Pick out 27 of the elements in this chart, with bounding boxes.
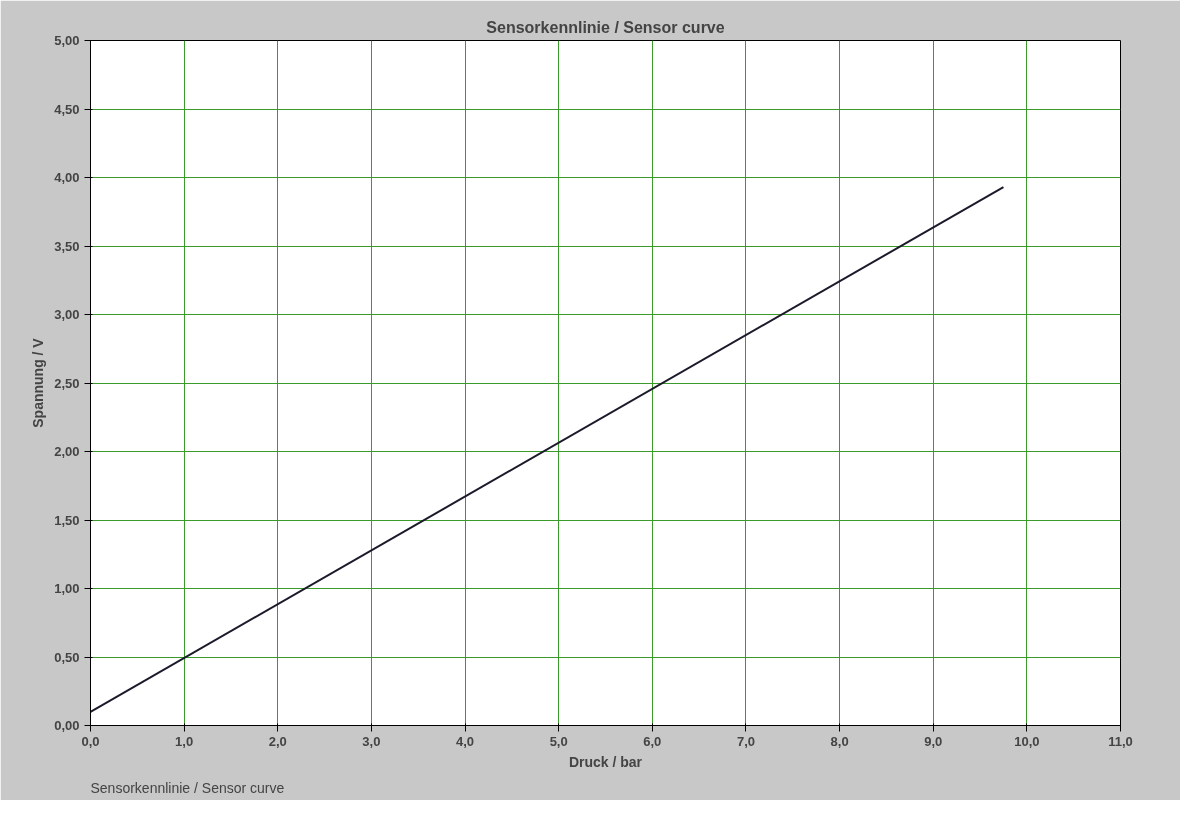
y-tick-label: 2,00 [54, 444, 80, 459]
x-tick-label: 3,0 [362, 733, 381, 749]
y-tick-label: 3,50 [54, 238, 80, 254]
y-axis-title: Spannung / V [30, 337, 47, 428]
x-tick-label: 1,0 [175, 733, 194, 749]
y-tick-label: 2,50 [54, 375, 80, 391]
x-tick-label: 4,0 [456, 733, 475, 749]
x-tick-label: 5,0 [549, 733, 568, 749]
text: Sensorkennlinie / Sensor curve [90, 779, 285, 796]
x-tick-label: 11,0 [1108, 733, 1133, 749]
x-tick-label: 0,0 [81, 733, 100, 749]
x-axis-title: Druck / bar [568, 753, 643, 770]
x-tick-label: 6,0 [643, 733, 662, 749]
y-tick-label: 0,50 [54, 649, 80, 665]
y-tick-label: 0,00 [54, 718, 80, 733]
x-tick-label: 9,0 [924, 733, 943, 749]
x-tick-label: 7,0 [736, 733, 755, 749]
y-tick-label: 1,50 [54, 512, 80, 528]
y-tick-label: 4,50 [54, 101, 80, 117]
y-tick-label: 3,00 [54, 307, 80, 322]
y-tick-label: 1,00 [54, 581, 80, 596]
x-tick-label: 10,0 [1014, 733, 1040, 749]
x-tick-label: 8,0 [830, 733, 849, 749]
x-tick-label: 2,0 [268, 733, 287, 749]
y-tick-label: 4,00 [54, 170, 80, 185]
y-tick-label: 5,00 [54, 33, 80, 48]
chart-title: Sensorkennlinie / Sensor curve [486, 18, 725, 36]
